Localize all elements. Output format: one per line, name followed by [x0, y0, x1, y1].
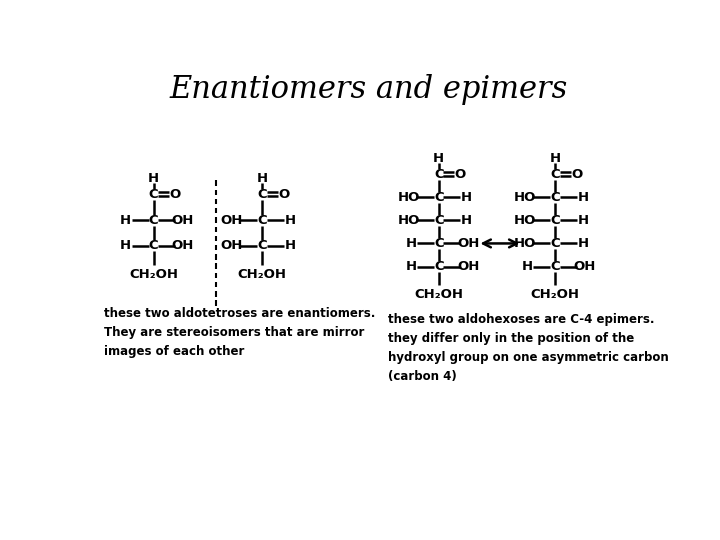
Text: O: O: [278, 188, 289, 201]
Text: H: H: [549, 152, 561, 165]
Text: C: C: [550, 214, 560, 227]
Text: C: C: [434, 260, 444, 273]
Text: HO: HO: [397, 191, 420, 204]
Text: C: C: [149, 214, 158, 227]
Text: H: H: [120, 239, 131, 252]
Text: O: O: [170, 188, 181, 201]
Text: H: H: [461, 214, 472, 227]
Text: these two aldohexoses are C-4 epimers.
they differ only in the position of the
h: these two aldohexoses are C-4 epimers. t…: [388, 313, 669, 383]
Text: HO: HO: [397, 214, 420, 227]
Text: C: C: [434, 167, 444, 181]
Text: C: C: [149, 239, 158, 252]
Text: O: O: [571, 167, 582, 181]
Text: OH: OH: [457, 260, 480, 273]
Text: C: C: [550, 167, 560, 181]
Text: C: C: [550, 260, 560, 273]
Text: H: H: [521, 260, 533, 273]
Text: CH₂OH: CH₂OH: [238, 268, 287, 281]
Text: HO: HO: [513, 214, 536, 227]
Text: these two aldotetroses are enantiomers.
They are stereoisomers that are mirror
i: these two aldotetroses are enantiomers. …: [104, 307, 375, 359]
Text: H: H: [577, 237, 588, 250]
Text: O: O: [455, 167, 466, 181]
Text: H: H: [148, 172, 159, 185]
Text: Enantiomers and epimers: Enantiomers and epimers: [170, 74, 568, 105]
Text: C: C: [550, 191, 560, 204]
Text: H: H: [120, 214, 131, 227]
Text: HO: HO: [513, 191, 536, 204]
Text: HO: HO: [513, 237, 536, 250]
Text: H: H: [433, 152, 444, 165]
Text: OH: OH: [220, 239, 243, 252]
Text: OH: OH: [220, 214, 243, 227]
Text: H: H: [577, 191, 588, 204]
Text: C: C: [434, 237, 444, 250]
Text: CH₂OH: CH₂OH: [531, 288, 580, 301]
Text: OH: OH: [573, 260, 595, 273]
Text: CH₂OH: CH₂OH: [129, 268, 178, 281]
Text: H: H: [284, 214, 295, 227]
Text: H: H: [284, 239, 295, 252]
Text: H: H: [405, 237, 416, 250]
Text: H: H: [405, 260, 416, 273]
Text: C: C: [434, 191, 444, 204]
Text: OH: OH: [457, 237, 480, 250]
Text: H: H: [461, 191, 472, 204]
Text: C: C: [257, 214, 267, 227]
Text: OH: OH: [172, 214, 194, 227]
Text: C: C: [550, 237, 560, 250]
Text: CH₂OH: CH₂OH: [414, 288, 463, 301]
Text: C: C: [434, 214, 444, 227]
Text: C: C: [149, 188, 158, 201]
Text: H: H: [256, 172, 268, 185]
Text: H: H: [577, 214, 588, 227]
Text: OH: OH: [172, 239, 194, 252]
Text: C: C: [257, 239, 267, 252]
Text: C: C: [257, 188, 267, 201]
